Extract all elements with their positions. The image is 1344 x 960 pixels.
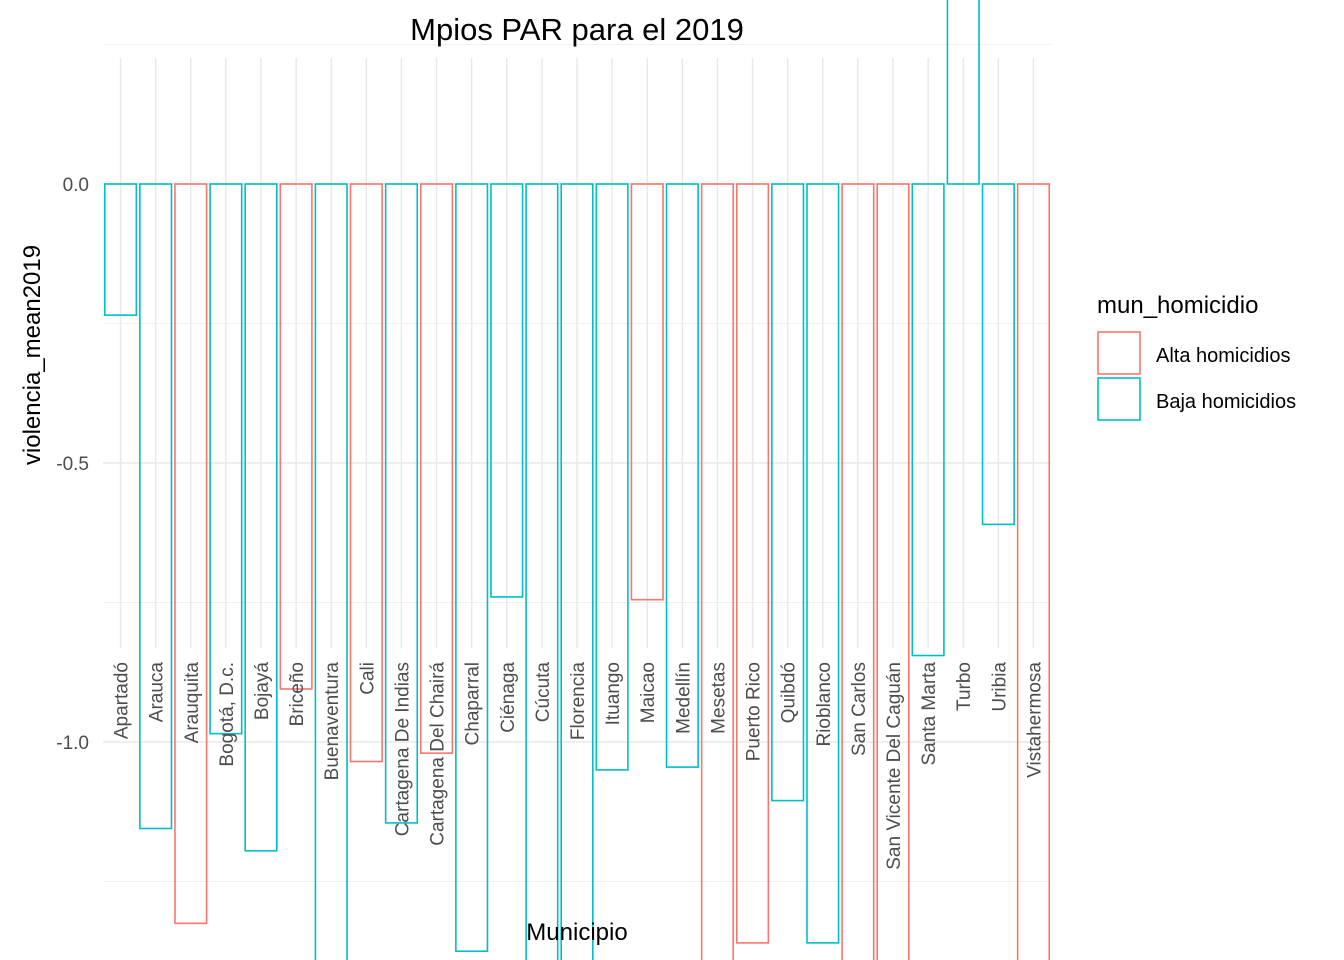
x-tick-label: Ciénaga: [498, 662, 519, 733]
y-tick-label: -1.0: [56, 733, 89, 754]
x-tick-label: Cali: [357, 662, 378, 695]
bar-27: [1016, 183, 1051, 960]
x-tick-label: Apartadó: [112, 662, 133, 739]
legend-key-alta: [1097, 331, 1141, 375]
y-tick-label: -0.5: [56, 454, 89, 475]
bar-8: [349, 183, 383, 763]
x-tick-label: Vistahermosa: [1024, 662, 1045, 778]
x-tick-label: Turbo: [954, 662, 975, 711]
bar-18: [700, 183, 735, 960]
bar-22: [841, 183, 875, 960]
bar-16: [630, 183, 664, 601]
x-tick-label: Ituango: [603, 662, 624, 725]
x-tick-label: Rioblanco: [814, 662, 835, 747]
x-tick-label: Cartagena Del Chairá: [428, 662, 449, 846]
bar-23: [876, 183, 910, 960]
legend-label-baja: Baja homicidios: [1156, 391, 1296, 413]
legend-entry-baja: Baja homicidios: [1097, 377, 1296, 421]
bar-15: [595, 183, 629, 771]
bar-24: [911, 183, 945, 657]
x-axis-title: Municipio: [526, 919, 627, 946]
x-tick-label: Arauquita: [182, 662, 203, 744]
x-tick-label: San Carlos: [849, 662, 870, 756]
x-tick-label: Buenaventura: [322, 662, 343, 781]
legend-title: mun_homicidio: [1097, 292, 1258, 319]
x-tick-label: Cartagena De Indias: [392, 662, 413, 836]
bar-20: [771, 183, 805, 802]
bars: [103, 0, 1051, 960]
bar-5: [244, 183, 278, 852]
bar-25: [946, 0, 980, 185]
bar-26: [981, 183, 1015, 526]
legend-key-baja: [1097, 377, 1141, 421]
bar-13: [525, 183, 559, 960]
x-tick-label: Mesetas: [708, 662, 729, 734]
x-tick-label: Medellín: [673, 662, 694, 734]
y-axis-tick-labels: 0.0-0.5-1.0-1.5: [56, 175, 89, 754]
bar-10: [419, 183, 454, 754]
x-axis-tick-labels: Apartadó Arauca Arauquita Bogotá, D.c. Bojay…: [112, 662, 1046, 870]
bar-1: [103, 183, 138, 316]
bar-3: [174, 183, 208, 925]
x-tick-label: Puerto Rico: [744, 662, 765, 761]
bar-11: [455, 183, 489, 953]
bar-4: [209, 183, 243, 735]
x-tick-label: Bojayá: [252, 662, 273, 721]
x-tick-label: Chaparral: [463, 662, 484, 745]
x-tick-label: Santa Marta: [919, 662, 940, 766]
y-tick-label: 0.0: [63, 175, 89, 196]
legend-entry-alta: Alta homicidios: [1097, 331, 1291, 375]
bar-6: [279, 183, 313, 690]
bar-12: [490, 183, 524, 598]
legend-label-alta: Alta homicidios: [1156, 345, 1291, 367]
x-tick-label: Florencia: [568, 662, 589, 741]
bar-7: [314, 183, 348, 960]
bar-9: [384, 183, 419, 824]
y-axis-title: violencia_mean2019: [19, 245, 46, 465]
x-tick-label: Maicao: [638, 662, 659, 723]
bar-17: [665, 183, 699, 768]
x-tick-label: Quibdó: [779, 662, 800, 723]
bar-21: [806, 183, 840, 944]
x-tick-label: Cúcuta: [533, 662, 554, 723]
bar-14: [560, 183, 594, 960]
major-gridlines: [103, 58, 1051, 743]
x-tick-label: Uribia: [989, 662, 1010, 712]
x-tick-label: Briceño: [287, 662, 308, 726]
bar-19: [735, 183, 770, 944]
x-tick-label: San Vicente Del Caguán: [884, 662, 905, 870]
bar-2: [139, 183, 173, 830]
chart-title: Mpios PAR para el 2019: [410, 12, 744, 47]
x-tick-label: Arauca: [147, 662, 168, 723]
legend: mun_homicidio Alta homicidios Baja homic…: [1097, 292, 1296, 421]
x-tick-label: Bogotá, D.c.: [217, 662, 238, 767]
